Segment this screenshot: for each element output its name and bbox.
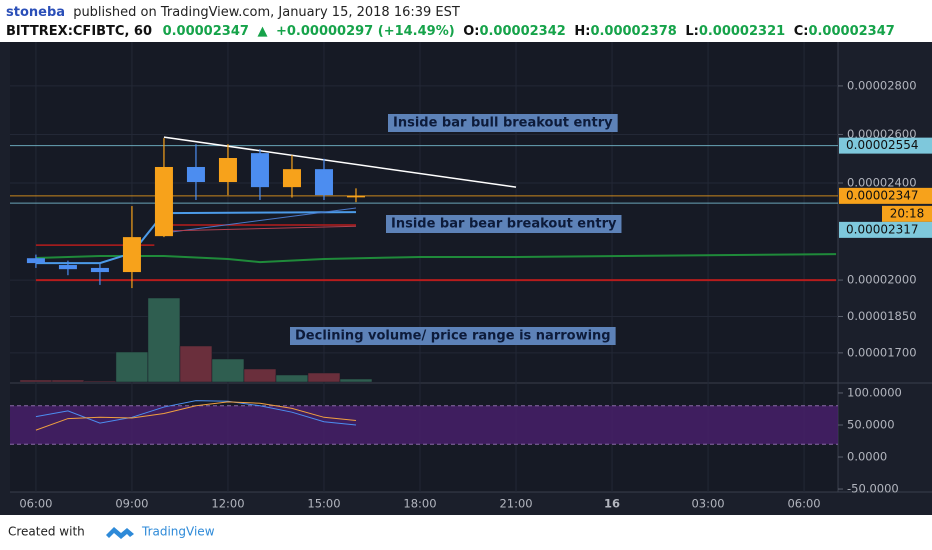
candle-body: [282, 169, 301, 188]
oscillator-line: [35, 400, 357, 426]
ohlc-value: 0.00002378: [590, 24, 676, 39]
band: [10, 405, 838, 445]
volume-bar: [179, 345, 213, 383]
volume-bar: [115, 351, 149, 383]
countdown-box: [882, 205, 932, 222]
symbol-line: BITTREX:CFIBTC, 60 0.00002347 ▲ +0.00000…: [6, 24, 895, 39]
candle-body: [26, 258, 45, 264]
x-tick-label: 09:00: [115, 497, 148, 511]
footer-created: Created with: [8, 525, 85, 539]
ohlc-label: C:: [794, 24, 809, 39]
annotation: Inside bar bull breakout entry: [388, 114, 618, 132]
y-tick-label: 0.00002400: [847, 175, 917, 189]
annotation: Inside bar bear breakout entry: [386, 215, 622, 233]
candle-body: [90, 267, 109, 273]
ohlc-label: L:: [685, 24, 698, 39]
y2-tick-label: 50.0000: [847, 417, 895, 431]
volume-bar: [211, 358, 245, 383]
candle-body: [186, 166, 205, 183]
y2-tick-label: -50.0000: [847, 482, 899, 496]
candle-body: [58, 265, 77, 270]
footer-bg: [0, 515, 932, 550]
overlay-line: [163, 207, 357, 234]
volume-bar: [51, 379, 85, 383]
price-label: 0.00002347: [846, 188, 919, 202]
ohlc-value: 0.00002347: [808, 24, 894, 39]
annotation-text: Declining volume/ price range is narrowi…: [295, 329, 611, 344]
volume-bar: [19, 379, 53, 383]
price-label: 0.00002317: [846, 222, 919, 236]
overlay-line: [163, 225, 356, 232]
symbol: BITTREX:CFIBTC, 60: [6, 24, 152, 39]
header-line: stoneba published on TradingView.com, Ja…: [6, 5, 460, 20]
logo: [106, 527, 134, 539]
price-label: 0.00002554: [846, 138, 919, 152]
x-tick-label: 06:00: [19, 497, 52, 511]
y2-tick-label: 0.0000: [847, 450, 887, 464]
price-label-box: [839, 187, 932, 204]
y-tick-label: 0.00001850: [847, 309, 917, 323]
author: stoneba: [6, 5, 65, 20]
y-tick-label: 0.00002600: [847, 127, 917, 141]
annotation: Declining volume/ price range is narrowi…: [290, 327, 616, 345]
annotation-text: Inside bar bull breakout entry: [393, 116, 613, 131]
volume-bar: [275, 374, 309, 383]
plot: 06:00 09:00 12:00 15:00 18:00 21:00 16 03:00 06:…: [10, 42, 932, 511]
ohlc-value: 0.00002342: [479, 24, 565, 39]
ohlc-label: H:: [574, 24, 590, 39]
x-tick-label: 21:00: [499, 497, 532, 511]
y-tick-label: 0.00001700: [847, 345, 917, 359]
volume-bar: [147, 297, 181, 383]
change: +0.00000297 (+14.49%): [276, 24, 455, 39]
candle-body: [346, 195, 365, 198]
ohlc-value: 0.00002321: [699, 24, 785, 39]
oscillator-line: [35, 401, 357, 431]
candle-body: [218, 158, 237, 183]
volume-bar: [243, 368, 277, 383]
x-tick-label: 06:00: [787, 497, 820, 511]
price-label-box: [839, 221, 932, 238]
volume-bar: [339, 378, 373, 383]
overlay-line: [163, 136, 517, 188]
volume-bar: [307, 372, 341, 383]
x-tick-label: 18:00: [403, 497, 436, 511]
x-tick-label: 15:00: [307, 497, 340, 511]
candle-body: [314, 169, 333, 196]
candle-body: [122, 237, 141, 273]
ohlc-label: O:: [463, 24, 479, 39]
arrow: ▲: [257, 24, 267, 39]
footer-brand[interactable]: TradingView: [141, 525, 215, 539]
last: 0.00002347: [163, 24, 249, 39]
x-tick-label: 16: [604, 497, 620, 511]
x-tick-label: 12:00: [211, 497, 244, 511]
volume-bar: [83, 380, 117, 383]
x-tick-label: 03:00: [691, 497, 724, 511]
annotation-box: [386, 215, 622, 233]
price-label-box: [839, 137, 932, 154]
candle-body: [250, 153, 269, 188]
annotation-text: Inside bar bear breakout entry: [391, 217, 617, 232]
annotation-box: [290, 327, 616, 345]
candle-body: [154, 166, 173, 237]
annotation-box: [388, 114, 618, 132]
y-tick-label: 0.00002800: [847, 78, 917, 92]
header-bg: [0, 0, 932, 42]
y-tick-label: 0.00002000: [847, 273, 917, 287]
y2-tick-label: 100.0000: [847, 385, 902, 399]
published: published on TradingView.com, January 15…: [73, 5, 460, 20]
countdown: 20:18: [890, 206, 925, 220]
